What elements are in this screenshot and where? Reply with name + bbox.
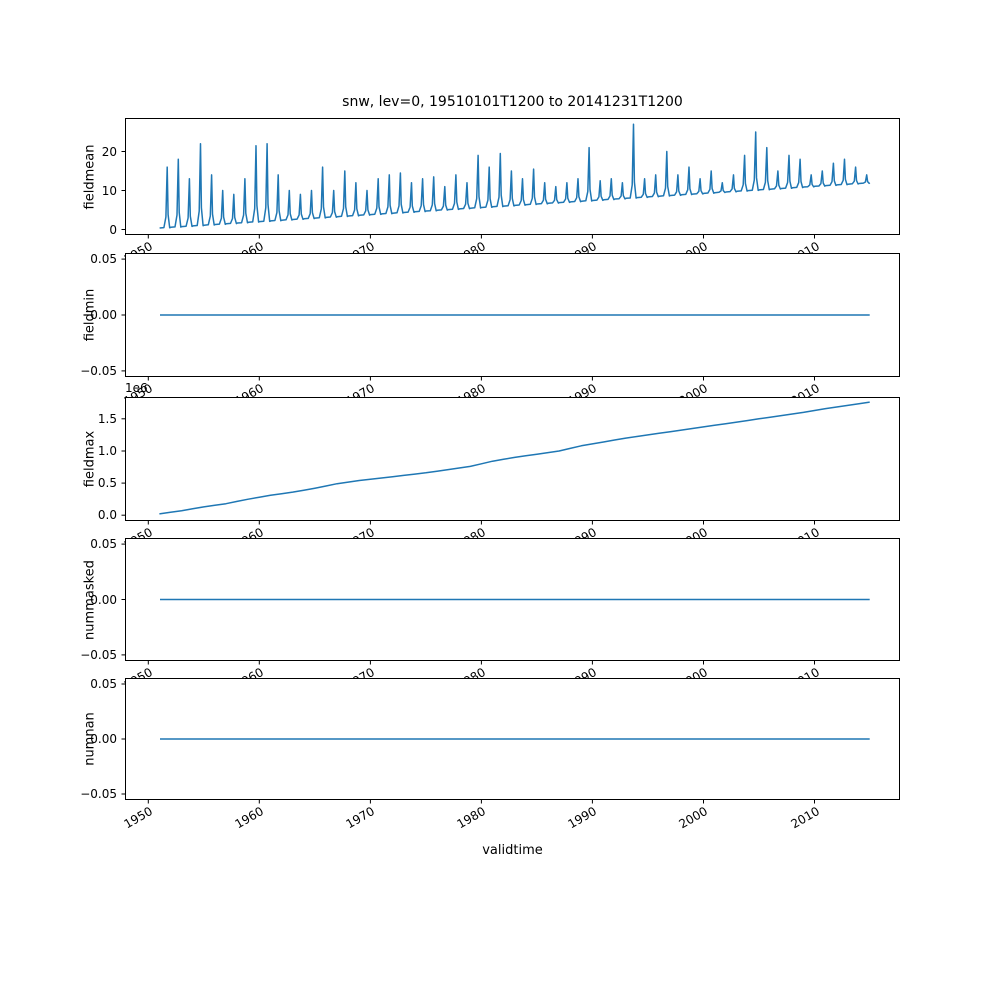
plot-area-fieldmax: 0.00.51.01.51950196019701980199020002010…: [98, 381, 900, 552]
subplot-numnan: numnan −0.05 0.00 0.05 1950 1960 1970 1980 1990…: [0, 677, 1000, 848]
subplot-fieldmax: fieldmax 0.00.51.01.51950196019701980199…: [0, 381, 1000, 567]
y-tick-label: 0.00: [90, 732, 117, 746]
y-tick-label: 20: [101, 144, 117, 159]
y-tick-label: 1.0: [97, 443, 117, 458]
plot-area-numnan: −0.05 0.00 0.05 1950 1960 1970 1980 1990 2000 201…: [80, 677, 900, 831]
subplot-nummasked: nummasked −0.050.000.0519501960197019801…: [0, 537, 1000, 708]
data-line: [159, 123, 871, 229]
chart-title: snw, lev=0, 19510101T1200 to 20141231T12…: [342, 94, 683, 110]
data-line: [159, 401, 870, 515]
y-tick-label: −0.05: [80, 786, 117, 801]
plot-svg: [121, 678, 900, 804]
y-tick-label: 0.00: [90, 308, 117, 322]
y-tick-label: 1.5: [97, 411, 117, 426]
y-tick-label: 0.0: [97, 508, 117, 523]
y-tick-label: 10: [101, 183, 117, 198]
y-tick-label: 0.00: [90, 592, 117, 607]
y-tick-label: 0.05: [90, 677, 117, 692]
plot-svg: [121, 118, 900, 239]
axis-offset-label: 1e6: [125, 381, 148, 395]
x-axis-label: validtime: [482, 843, 543, 858]
plot-area-fieldmin: −0.05 0.00 0.05 1950 1960 1970 1980 1990 2000 201…: [80, 252, 900, 408]
plot-svg: [121, 253, 900, 381]
y-tick-label: −0.05: [80, 647, 117, 662]
y-tick-label: 0.05: [90, 252, 117, 267]
y-tick-label: 0: [109, 222, 117, 237]
plot-area-fieldmean: 010201950196019701980199020002010: [102, 118, 900, 266]
y-tick-label: 0.05: [90, 537, 117, 552]
plot-area-nummasked: −0.050.000.05195019601970198019902000201…: [80, 537, 900, 692]
plot-svg: [121, 397, 900, 525]
subplot-fieldmean: fieldmean 010201950196019701980199020002…: [0, 118, 1000, 283]
y-tick-label: −0.05: [80, 363, 117, 378]
plot-svg: [121, 538, 900, 665]
subplot-fieldmin: fieldmin −0.05 0.00 0.05 1950 1960 1970 1980 19…: [0, 252, 1000, 423]
y-tick-label: 0.5: [97, 476, 117, 491]
